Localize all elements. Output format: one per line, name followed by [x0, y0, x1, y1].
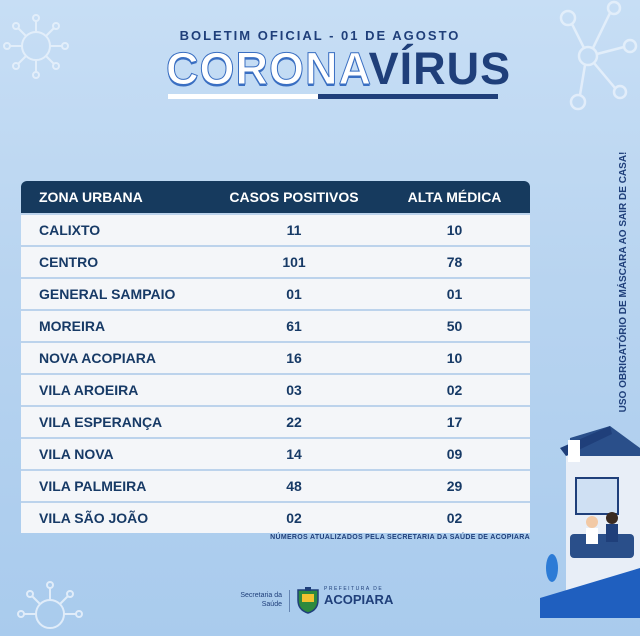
table-row: VILA SÃO JOÃO 02 02 [21, 501, 530, 533]
network-molecule-icon [559, 0, 638, 111]
table-row: VILA NOVA 14 09 [21, 437, 530, 470]
title-part-corona: CORONA [166, 43, 369, 94]
discharge-cell: 02 [379, 373, 530, 406]
discharge-cell: 10 [379, 213, 530, 246]
positive-cell: 02 [209, 501, 379, 533]
zone-cell: MOREIRA [21, 309, 209, 342]
column-header-zone: ZONA URBANA [21, 181, 209, 214]
zone-cell: VILA SÃO JOÃO [21, 501, 209, 533]
prefeitura-logo: PREFEITURA DE ACOPIARA [296, 586, 393, 619]
page-title: CORONAVÍRUS [160, 43, 510, 100]
bulletin-subtitle: BOLETIM OFICIAL - 01 DE AGOSTO [179, 28, 461, 43]
title-underline-accent [168, 94, 318, 99]
table-header-row: ZONA URBANA CASOS POSITIVOS ALTA MÉDICA [21, 181, 530, 214]
zone-cell: VILA PALMEIRA [21, 469, 209, 502]
secretaria-logo: Secretaria da Saúde [232, 591, 282, 609]
secretaria-line1: Secretaria da [240, 592, 282, 599]
positive-cell: 48 [209, 469, 379, 502]
table-row: VILA AROEIRA 03 02 [21, 373, 530, 406]
discharge-cell: 29 [379, 469, 530, 502]
table-row: VILA PALMEIRA 48 29 [21, 469, 530, 502]
zone-cell: CALIXTO [21, 213, 209, 246]
mask-warning-text: USO OBRIGATÓRIO DE MÁSCARA AO SAIR DE CA… [618, 151, 629, 413]
virus-icon [3, 14, 69, 79]
discharge-cell: 17 [379, 405, 530, 438]
house-illustration [540, 426, 640, 618]
table-row: MOREIRA 61 50 [21, 309, 530, 342]
positive-cell: 61 [209, 309, 379, 342]
positive-cell: 11 [209, 213, 379, 246]
column-header-positive-cases: CASOS POSITIVOS [209, 181, 379, 214]
table-row: VILA ESPERANÇA 22 17 [21, 405, 530, 438]
table-row: CALIXTO 11 10 [21, 213, 530, 246]
positive-cell: 101 [209, 245, 379, 278]
table-row: GENERAL SAMPAIO 01 01 [21, 277, 530, 310]
prefeitura-name: ACOPIARA [324, 592, 394, 607]
prefeitura-small-label: PREFEITURA DE [324, 586, 384, 592]
discharge-cell: 09 [379, 437, 530, 470]
column-header-medical-discharge: ALTA MÉDICA [379, 181, 530, 214]
positive-cell: 16 [209, 341, 379, 374]
discharge-cell: 78 [379, 245, 530, 278]
positive-cell: 22 [209, 405, 379, 438]
discharge-cell: 10 [379, 341, 530, 374]
zone-cell: NOVA ACOPIARA [21, 341, 209, 374]
table-row: CENTRO 101 78 [21, 245, 530, 278]
coat-of-arms-icon [297, 587, 319, 614]
positive-cell: 14 [209, 437, 379, 470]
positive-cell: 01 [209, 277, 379, 310]
positive-cell: 03 [209, 373, 379, 406]
discharge-cell: 02 [379, 501, 530, 533]
secretaria-line2: Saúde [261, 601, 282, 608]
virus-icon [17, 581, 83, 629]
zone-cell: CENTRO [21, 245, 209, 278]
zone-cell: GENERAL SAMPAIO [21, 277, 209, 310]
discharge-cell: 50 [379, 309, 530, 342]
zone-cell: VILA ESPERANÇA [21, 405, 209, 438]
title-underline [168, 94, 498, 99]
discharge-cell: 01 [379, 277, 530, 310]
title-part-virus: VÍRUS [368, 43, 512, 94]
table-row: NOVA ACOPIARA 16 10 [21, 341, 530, 374]
cases-table: ZONA URBANA CASOS POSITIVOS ALTA MÉDICA … [21, 181, 530, 533]
zone-cell: VILA NOVA [21, 437, 209, 470]
update-note: NÚMEROS ATUALIZADOS PELA SECRETARIA DA S… [270, 534, 530, 541]
footer-divider [289, 590, 290, 612]
zone-cell: VILA AROEIRA [21, 373, 209, 406]
